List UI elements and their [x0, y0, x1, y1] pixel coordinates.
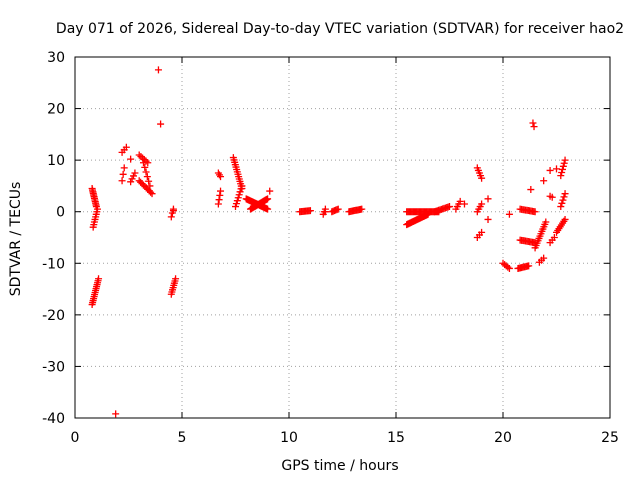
data-point [561, 156, 569, 164]
data-point [119, 170, 127, 178]
data-point [460, 200, 468, 208]
data-point [217, 173, 225, 181]
data-point [484, 195, 492, 203]
data-point [525, 262, 533, 270]
data-point [148, 190, 156, 198]
data-point [169, 207, 177, 215]
data-point [531, 208, 539, 216]
data-point [266, 187, 274, 195]
data-point [529, 119, 537, 127]
y-tick-label: 30 [47, 50, 65, 66]
y-tick-label: -30 [42, 359, 65, 375]
data-point [306, 207, 314, 215]
data-point [145, 177, 153, 185]
y-tick-label: -10 [42, 256, 65, 272]
data-point [478, 174, 486, 182]
data-point [561, 190, 569, 198]
data-point [561, 215, 569, 223]
data-point [172, 275, 180, 283]
data-point [216, 191, 224, 199]
data-point [147, 188, 155, 196]
data-point [264, 205, 272, 213]
data-point [557, 172, 565, 180]
data-point [93, 205, 101, 213]
data-point [542, 218, 550, 226]
data-point [548, 193, 556, 201]
data-point [321, 208, 329, 216]
data-point [358, 205, 366, 213]
x-tick-label: 5 [178, 430, 187, 446]
data-point [530, 123, 538, 131]
data-point [456, 197, 464, 205]
x-tick-label: 0 [71, 430, 80, 446]
data-point [527, 186, 535, 194]
data-point [478, 200, 486, 208]
x-tick-label: 10 [280, 430, 298, 446]
data-point [558, 169, 566, 177]
data-point [141, 163, 149, 171]
y-tick-label: -20 [42, 308, 65, 324]
data-point [560, 193, 568, 201]
data-point [146, 182, 154, 190]
data-point [238, 182, 246, 190]
data-point [505, 210, 513, 218]
x-tick-label: 20 [494, 430, 512, 446]
plot-frame [74, 56, 611, 419]
data-point [557, 203, 565, 211]
data-point [215, 196, 223, 204]
data-point [540, 177, 548, 185]
x-tick-label: 25 [601, 430, 619, 446]
data-point [553, 165, 560, 173]
data-point [142, 168, 150, 176]
data-point [540, 254, 548, 262]
grid-lines [75, 57, 610, 418]
data-points [88, 66, 569, 418]
data-point [558, 199, 566, 207]
x-axis-label: GPS time / hours [281, 458, 398, 474]
data-point [139, 159, 147, 167]
data-point [504, 263, 512, 271]
data-point [118, 177, 126, 185]
data-point [120, 164, 128, 172]
data-point [505, 264, 513, 272]
data-point [559, 162, 567, 170]
data-point [154, 66, 162, 74]
x-tick-label: 15 [387, 430, 405, 446]
axis-ticks: 0 5 10 15 20 25 -40 -30 -20 -10 0 10 20 30 [42, 50, 619, 446]
y-tick-label: 0 [56, 205, 65, 221]
data-point [95, 275, 103, 283]
y-axis-label: SDTVAR / TECUs [8, 182, 24, 297]
data-point [122, 143, 130, 151]
data-point [112, 410, 120, 418]
data-point [214, 200, 222, 208]
data-point [478, 228, 486, 236]
chart-title: Day 071 of 2026, Sidereal Day-to-day VTE… [56, 21, 624, 37]
data-point [560, 159, 568, 167]
data-point [546, 166, 554, 174]
data-point [334, 205, 342, 213]
data-point [558, 165, 566, 173]
y-tick-label: 10 [47, 153, 65, 169]
data-point [446, 203, 453, 211]
data-point [143, 173, 151, 181]
data-point [217, 187, 225, 195]
data-point [157, 120, 165, 128]
y-tick-label: -40 [42, 411, 65, 427]
data-point [559, 196, 567, 204]
data-point [264, 195, 272, 203]
y-tick-label: 20 [47, 102, 65, 118]
data-point [127, 155, 135, 163]
data-point [550, 234, 558, 241]
data-point [167, 213, 175, 221]
data-point [131, 169, 139, 177]
data-point [484, 215, 492, 223]
